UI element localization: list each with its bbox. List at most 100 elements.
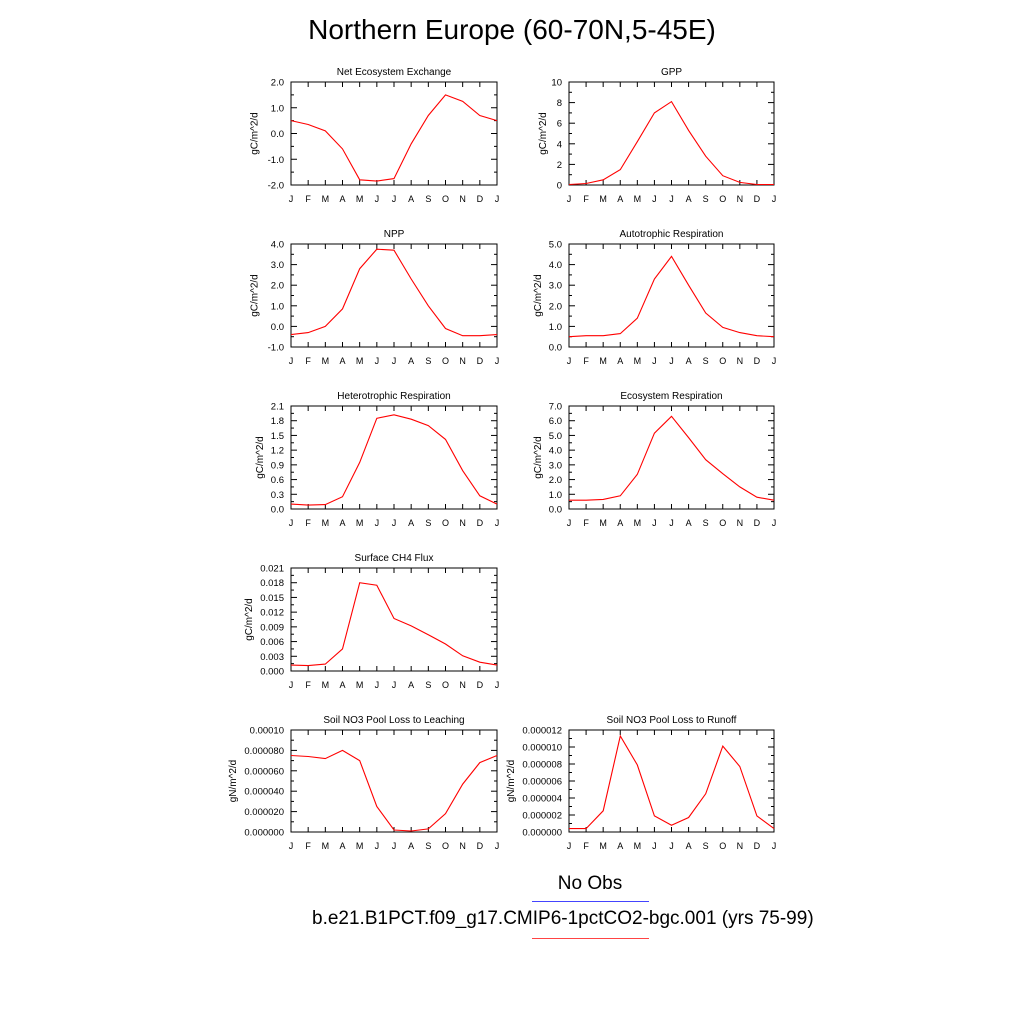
x-tick-label: F xyxy=(583,518,589,528)
x-tick-label: N xyxy=(737,518,744,528)
panel-title: Autotrophic Respiration xyxy=(620,229,724,240)
x-tick-label: J xyxy=(669,194,674,204)
x-tick-label: M xyxy=(322,518,330,528)
x-tick-label: S xyxy=(703,518,709,528)
x-tick-label: S xyxy=(425,356,431,366)
y-tick-label: 5.0 xyxy=(549,431,562,442)
x-tick-label: N xyxy=(459,356,466,366)
panel-4: J F M A M J J A S O N D J5.04.03.02.01.00.0Autotroph… xyxy=(533,229,776,366)
y-tick-label: 0.000010 xyxy=(522,743,562,754)
y-tick-label: 3.0 xyxy=(549,460,562,471)
y-tick-label: 0.000 xyxy=(260,667,284,678)
x-tick-label: J xyxy=(772,841,777,851)
plot-frame xyxy=(290,405,498,510)
y-tick-label: 0.000000 xyxy=(522,828,562,839)
y-tick-label: 10 xyxy=(551,78,562,89)
x-tick-label: A xyxy=(339,841,345,851)
y-tick-label: 0.0 xyxy=(271,505,284,516)
y-tick-label: 1.5 xyxy=(271,431,284,442)
x-tick-label: J xyxy=(495,356,500,366)
x-tick-label: D xyxy=(754,194,761,204)
y-tick-label: -1.0 xyxy=(268,343,284,354)
plot-frame xyxy=(290,243,498,348)
plot-frame xyxy=(290,567,498,672)
x-tick-label: M xyxy=(356,841,364,851)
y-tick-label: 0.012 xyxy=(260,608,284,619)
y-tick-label: 2.0 xyxy=(549,475,562,486)
x-tick-label: D xyxy=(754,841,761,851)
x-tick-label: J xyxy=(567,518,572,528)
x-tick-label: O xyxy=(719,194,726,204)
x-tick-label: J xyxy=(652,518,657,528)
x-tick-label: F xyxy=(305,841,311,851)
x-tick-label: J xyxy=(289,680,294,690)
x-tick-label: O xyxy=(719,518,726,528)
x-tick-label: A xyxy=(408,518,414,528)
x-tick-label: J xyxy=(495,194,500,204)
x-tick-label: J xyxy=(772,518,777,528)
panel-9: J F M A M J J A S O N D J0.0000120.0000100.0000080.0… xyxy=(506,715,776,851)
y-tick-label: 0.003 xyxy=(260,652,284,663)
y-tick-label: 0.0 xyxy=(271,322,284,333)
x-tick-label: N xyxy=(459,194,466,204)
x-tick-label: A xyxy=(408,194,414,204)
x-tick-label: J xyxy=(375,841,380,851)
series-line xyxy=(568,100,774,186)
x-tick-label: M xyxy=(356,518,364,528)
y-axis-label: gC/m^2/d xyxy=(533,274,544,317)
x-tick-label: D xyxy=(754,518,761,528)
panel-6: J F M A M J J A S O N D J7.06.05.04.03.02.01.00.0Eco… xyxy=(533,391,776,528)
y-tick-label: 0 xyxy=(557,181,562,192)
legend-obs-label: No Obs xyxy=(557,873,623,894)
x-tick-label: S xyxy=(425,841,431,851)
legend-obs-line xyxy=(532,901,649,902)
x-tick-label: S xyxy=(425,194,431,204)
y-tick-label: 0.6 xyxy=(271,475,284,486)
x-tick-label: A xyxy=(686,194,692,204)
y-tick-label: 2.0 xyxy=(271,281,284,292)
x-tick-label: D xyxy=(477,356,484,366)
y-axis-label: gC/m^2/d xyxy=(533,436,544,479)
x-tick-label: A xyxy=(686,841,692,851)
legend-case-label: b.e21.B1PCT.f09_g17.CMIP6-1pctCO2-bgc.00… xyxy=(312,908,814,929)
y-tick-label: 0.0 xyxy=(271,129,284,140)
y-tick-label: 1.0 xyxy=(271,301,284,312)
x-tick-label: N xyxy=(737,841,744,851)
x-tick-label: A xyxy=(617,356,623,366)
x-tick-label: O xyxy=(442,518,449,528)
y-axis-label: gN/m^2/d xyxy=(506,760,517,803)
plot-frame xyxy=(290,729,498,833)
x-tick-label: O xyxy=(442,680,449,690)
y-tick-label: -2.0 xyxy=(268,181,284,192)
x-tick-label: D xyxy=(477,680,484,690)
y-axis-label: gC/m^2/d xyxy=(538,112,549,155)
panel-title: Surface CH4 Flux xyxy=(355,553,434,564)
x-tick-label: A xyxy=(408,841,414,851)
x-tick-label: J xyxy=(669,518,674,528)
x-tick-label: O xyxy=(442,194,449,204)
y-tick-label: 1.8 xyxy=(271,416,284,427)
x-tick-label: F xyxy=(305,518,311,528)
x-tick-label: M xyxy=(322,356,330,366)
x-tick-label: A xyxy=(339,356,345,366)
y-tick-label: 8 xyxy=(557,98,562,109)
x-tick-label: M xyxy=(634,518,642,528)
x-tick-label: F xyxy=(583,356,589,366)
x-tick-label: N xyxy=(737,356,744,366)
y-tick-label: 0.000004 xyxy=(522,794,562,805)
x-tick-label: M xyxy=(599,194,607,204)
series-line xyxy=(569,415,775,501)
x-tick-label: N xyxy=(459,518,466,528)
x-tick-label: A xyxy=(617,518,623,528)
figure-title: Northern Europe (60-70N,5-45E) xyxy=(308,14,716,45)
series-line xyxy=(290,749,498,832)
y-axis-label: gC/m^2/d xyxy=(249,112,260,155)
y-tick-label: 0.021 xyxy=(260,564,284,575)
y-tick-label: 0.000006 xyxy=(522,777,562,788)
x-tick-label: F xyxy=(583,841,589,851)
x-tick-label: D xyxy=(477,841,484,851)
y-axis-label: gC/m^2/d xyxy=(255,436,266,479)
x-tick-label: J xyxy=(495,841,500,851)
panel-5: J F M A M J J A S O N D J2.11.81.51.20.90.60.30.0Het… xyxy=(255,391,499,528)
